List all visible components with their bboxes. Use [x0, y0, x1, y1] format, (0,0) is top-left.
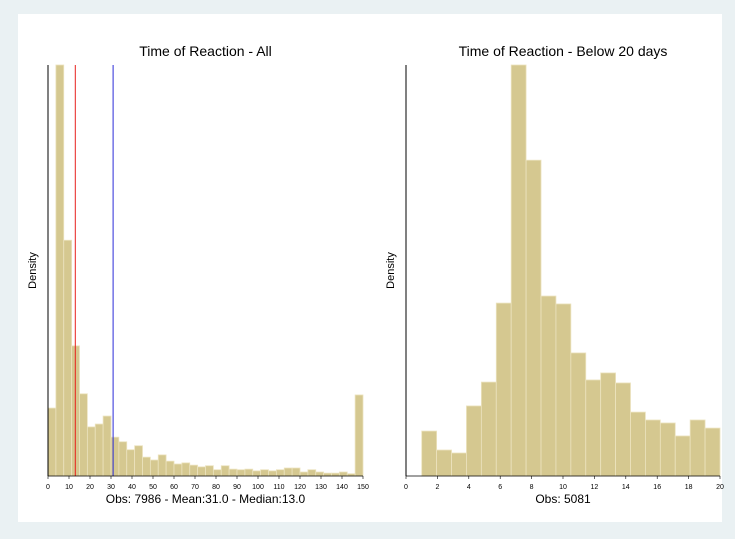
x-tick-label: 140 — [336, 484, 348, 491]
bar — [307, 469, 317, 477]
x-tick-label: 16 — [653, 484, 661, 491]
bar — [555, 303, 572, 477]
x-tick-label: 12 — [591, 484, 599, 491]
x-tick-label: 30 — [107, 484, 115, 491]
bar — [338, 471, 348, 477]
bar — [331, 472, 340, 477]
bar — [134, 445, 143, 477]
bar — [181, 462, 191, 477]
x-tick-label: 40 — [128, 484, 136, 491]
bar — [220, 465, 230, 477]
x-tick-label: 6 — [498, 484, 502, 491]
bar — [268, 470, 277, 477]
bar — [291, 467, 301, 477]
bar — [600, 372, 616, 477]
x-tick-label: 70 — [191, 484, 199, 491]
bar — [540, 295, 557, 477]
bar — [495, 302, 512, 477]
bar — [323, 472, 332, 477]
bar — [283, 467, 293, 477]
bar — [645, 419, 661, 477]
bar — [630, 411, 646, 477]
x-tick-label: 2 — [435, 484, 439, 491]
x-tick-label: 80 — [212, 484, 220, 491]
bar — [260, 469, 269, 477]
x-axis-label: Obs: 5081 — [535, 492, 591, 506]
bar — [570, 352, 587, 477]
bar — [228, 468, 238, 477]
bar — [299, 471, 309, 477]
bar — [421, 430, 438, 477]
bar — [510, 64, 527, 477]
x-tick-label: 90 — [233, 484, 241, 491]
bar — [315, 471, 325, 477]
bar — [236, 469, 246, 477]
bar — [63, 239, 73, 477]
chart-title: Time of Reaction - All — [139, 43, 272, 59]
bar — [212, 469, 222, 477]
bar — [173, 463, 183, 477]
x-tick-label: 10 — [65, 484, 73, 491]
bar — [126, 449, 136, 477]
bar — [689, 419, 706, 477]
bar — [615, 382, 631, 477]
x-tick-label: 60 — [170, 484, 178, 491]
bar — [149, 459, 159, 477]
bar — [189, 464, 199, 477]
bar — [102, 415, 112, 477]
x-tick-label: 20 — [86, 484, 94, 491]
x-axis-label: Obs: 7986 - Mean:31.0 - Median:13.0 — [106, 492, 306, 506]
y-axis-label: Density — [385, 252, 397, 289]
chart-title: Time of Reaction - Below 20 days — [459, 43, 668, 59]
bar — [244, 468, 254, 477]
bar — [79, 393, 88, 477]
x-tick-label: 110 — [273, 484, 284, 491]
bar — [94, 423, 104, 477]
bar — [157, 454, 167, 477]
bar — [110, 436, 120, 477]
x-tick-label: 18 — [685, 484, 693, 491]
bar — [585, 379, 602, 477]
x-tick-label: 20 — [716, 484, 724, 491]
x-tick-label: 10 — [559, 484, 567, 491]
bar — [659, 422, 676, 477]
bar — [275, 469, 285, 477]
bar — [354, 394, 364, 477]
y-axis-label: Density — [27, 252, 39, 289]
bar — [197, 466, 206, 477]
x-tick-label: 50 — [149, 484, 157, 491]
bar — [142, 456, 151, 477]
bar — [118, 441, 128, 477]
bar — [436, 449, 452, 477]
bar — [86, 426, 96, 477]
x-tick-label: 8 — [530, 484, 534, 491]
x-tick-label: 0 — [46, 484, 50, 491]
x-tick-label: 4 — [467, 484, 471, 491]
x-tick-label: 120 — [294, 484, 306, 491]
x-tick-label: 100 — [252, 484, 264, 491]
bar — [674, 435, 691, 477]
bar — [525, 159, 542, 477]
bar — [451, 452, 467, 477]
bar — [466, 405, 482, 477]
x-tick-label: 0 — [404, 484, 408, 491]
bar — [165, 460, 175, 477]
bar — [480, 381, 497, 477]
x-tick-label: 150 — [357, 484, 369, 491]
x-tick-label: 130 — [315, 484, 327, 491]
bar — [47, 407, 57, 477]
bar — [55, 64, 65, 477]
bar — [205, 465, 214, 477]
bar — [704, 427, 721, 477]
x-tick-label: 14 — [622, 484, 630, 491]
bar — [252, 470, 262, 477]
